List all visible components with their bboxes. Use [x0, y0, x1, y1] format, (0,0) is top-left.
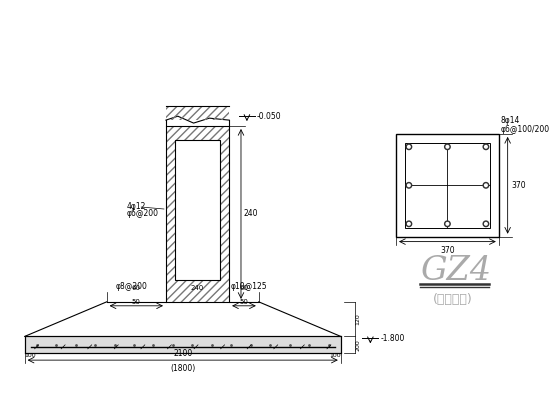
Bar: [175, 140, 220, 280]
Text: 60: 60: [240, 285, 249, 291]
Circle shape: [408, 184, 410, 186]
Text: φ8@200: φ8@200: [115, 281, 147, 291]
Circle shape: [483, 221, 489, 227]
Text: (1800): (1800): [170, 364, 195, 373]
Text: (三、四层): (三、四层): [432, 294, 472, 306]
Text: 60: 60: [132, 285, 141, 291]
Circle shape: [445, 144, 450, 150]
Text: φ6@200: φ6@200: [127, 210, 158, 218]
Text: 2100: 2100: [173, 349, 192, 358]
Bar: [25, 336, 340, 353]
Circle shape: [408, 223, 410, 225]
Text: 50: 50: [240, 299, 249, 305]
Circle shape: [446, 145, 449, 148]
Circle shape: [445, 221, 450, 227]
Circle shape: [484, 145, 487, 148]
Circle shape: [484, 223, 487, 225]
Circle shape: [484, 184, 487, 186]
Text: -1.800: -1.800: [380, 334, 405, 343]
Text: 120: 120: [356, 313, 361, 325]
Text: 370: 370: [440, 246, 455, 255]
Text: 50: 50: [132, 299, 141, 305]
Bar: [166, 106, 229, 120]
Bar: [396, 134, 499, 236]
Text: φ6@100/200: φ6@100/200: [501, 124, 550, 134]
Text: 200: 200: [356, 339, 361, 351]
Text: 100: 100: [329, 353, 340, 358]
Text: GZ4: GZ4: [420, 255, 491, 287]
Text: 240: 240: [191, 285, 204, 291]
Circle shape: [408, 145, 410, 148]
Text: 100: 100: [25, 353, 36, 358]
Circle shape: [483, 144, 489, 150]
Bar: [166, 126, 229, 302]
Circle shape: [406, 144, 412, 150]
Circle shape: [446, 223, 449, 225]
Text: 8φ14: 8φ14: [501, 116, 520, 125]
Circle shape: [406, 221, 412, 227]
Text: φ10@125: φ10@125: [231, 281, 267, 291]
Bar: [405, 143, 490, 228]
Text: 370: 370: [512, 181, 526, 190]
Text: 240: 240: [244, 210, 259, 218]
Circle shape: [483, 183, 489, 188]
Text: -0.050: -0.050: [257, 112, 282, 121]
Circle shape: [406, 183, 412, 188]
Bar: [166, 126, 229, 302]
Text: 4φ12: 4φ12: [127, 202, 146, 210]
